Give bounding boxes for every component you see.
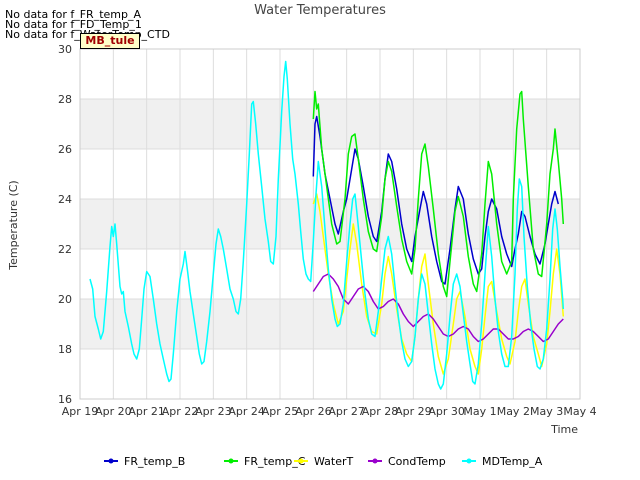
- y-tick-label: 24: [58, 193, 72, 206]
- legend-marker: [228, 458, 234, 464]
- x-tick-label: Apr 25: [262, 405, 299, 418]
- x-tick-label: Apr 26: [295, 405, 332, 418]
- y-tick-label: 30: [58, 43, 72, 56]
- y-tick-label: 20: [58, 293, 72, 306]
- legend-marker: [372, 458, 378, 464]
- x-tick-label: Apr 19: [62, 405, 99, 418]
- x-tick-label: Apr 21: [128, 405, 165, 418]
- no-data-message-1: No data for f_FR_temp_A: [5, 8, 141, 21]
- legend-marker: [466, 458, 472, 464]
- legend-marker: [298, 458, 304, 464]
- x-tick-label: Apr 29: [395, 405, 432, 418]
- x-tick-label: Apr 27: [328, 405, 365, 418]
- y-axis-label: Temperature (C): [7, 180, 20, 270]
- plot-frame: [79, 48, 581, 400]
- x-tick-label: Apr 30: [428, 405, 465, 418]
- x-tick-label: Apr 20: [95, 405, 132, 418]
- x-tick-label: May 3: [530, 405, 563, 418]
- legend-label: MDTemp_A: [482, 455, 543, 468]
- x-axis-label: Time: [550, 423, 578, 436]
- x-tick-label: May 1: [463, 405, 496, 418]
- chart-title: Water Temperatures: [254, 3, 386, 18]
- legend-label: CondTemp: [388, 455, 446, 468]
- band-stripe: [80, 99, 580, 149]
- legend-marker: [108, 458, 114, 464]
- x-tick-label: Apr 28: [362, 405, 399, 418]
- x-tick-label: May 2: [497, 405, 530, 418]
- x-tick-label: Apr 22: [162, 405, 199, 418]
- y-tick-label: 26: [58, 143, 72, 156]
- x-tick-label: Apr 24: [228, 405, 265, 418]
- series-line-FR_temp_B: [312, 115, 560, 285]
- legend-label: FR_temp_C: [244, 455, 306, 468]
- y-tick-label: 22: [58, 243, 72, 256]
- y-tick-label: 16: [58, 393, 72, 406]
- series-line-CondTemp: [312, 273, 564, 343]
- series-layer: [89, 60, 565, 390]
- y-tick-label: 28: [58, 93, 72, 106]
- no-data-message-2: No data for f_FD_Temp_1: [5, 18, 142, 31]
- series-line-WaterT: [312, 193, 565, 375]
- series-line-MDTemp_A: [89, 60, 565, 390]
- x-tick-label: May 4: [563, 405, 596, 418]
- y-axis-ticks: 16 18 20 22 24 26 28 30: [58, 43, 72, 406]
- legend: FR_temp_B FR_temp_C WaterT CondTemp MDTemp_A: [104, 455, 543, 468]
- site-badge: MB_tule: [80, 33, 140, 49]
- x-tick-label: Apr 23: [195, 405, 232, 418]
- series-line-FR_temp_C: [312, 90, 565, 298]
- y-tick-label: 18: [58, 343, 72, 356]
- legend-label: FR_temp_B: [124, 455, 185, 468]
- legend-label: WaterT: [314, 455, 354, 468]
